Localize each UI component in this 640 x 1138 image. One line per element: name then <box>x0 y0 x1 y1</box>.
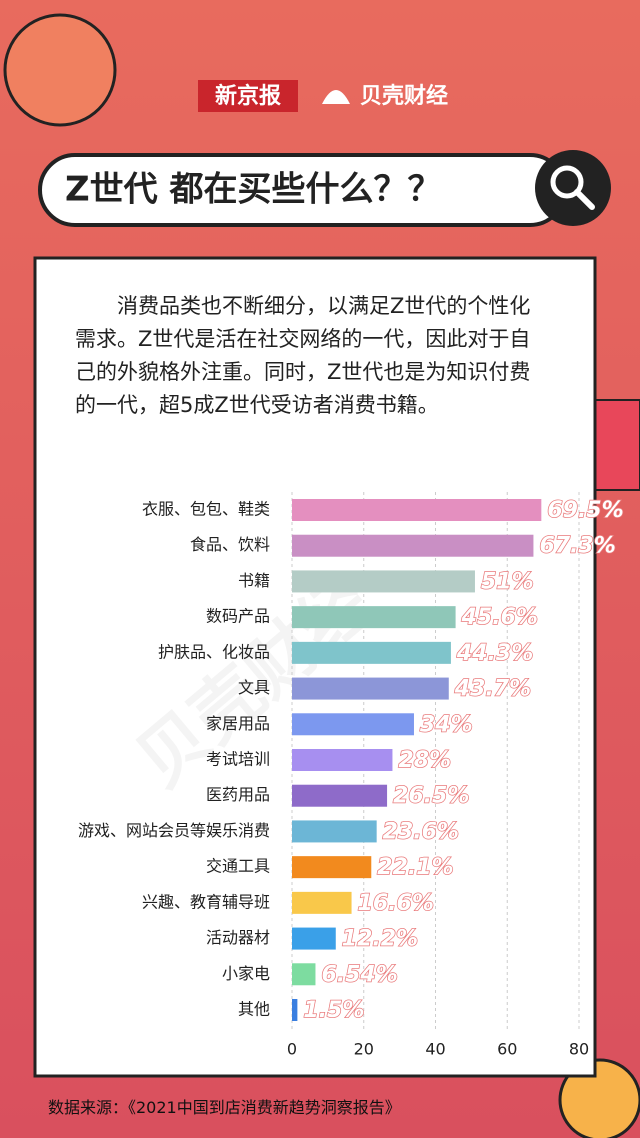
search-icon <box>550 165 584 199</box>
value-label: 16.6% <box>358 891 434 916</box>
x-tick-label: 40 <box>425 1040 445 1059</box>
search-icon <box>574 189 595 210</box>
bar <box>292 499 542 521</box>
x-tick-label: 60 <box>497 1040 517 1059</box>
bar <box>292 856 372 879</box>
y-tick-label: 护肤品、化妆品 <box>158 642 270 661</box>
value-label: 67.3% <box>539 534 615 559</box>
bar <box>292 963 316 986</box>
value-label: 45.6% <box>461 605 538 630</box>
source: 数据来源：《2021中国到店消费新趋势洞察报告》 <box>48 1098 401 1117</box>
y-tick-label: 交通工具 <box>206 857 270 876</box>
x-tick-label: 0 <box>287 1040 297 1059</box>
value-label: 69.5% <box>547 498 623 523</box>
brand: 贝壳财经 <box>360 83 448 109</box>
y-tick-label: 其他 <box>238 1000 270 1019</box>
value-label: 28% <box>398 748 451 773</box>
description: 消费品类也不断细分，以满足Z世代的个性化需求。Z世代是活在社交网络的一代，因此对… <box>75 294 531 417</box>
y-tick-label: 小家电 <box>222 964 270 983</box>
value-label: 22.1% <box>377 855 453 880</box>
logo-icon <box>322 90 350 104</box>
x-tick-label: 20 <box>354 1040 374 1059</box>
y-tick-label: 食品、饮料 <box>190 535 270 554</box>
bar <box>292 820 377 843</box>
value-label: 34% <box>420 712 473 737</box>
value-label: 6.54% <box>321 962 397 987</box>
bar <box>292 606 456 629</box>
bar <box>292 999 298 1021</box>
decoration <box>3 13 117 127</box>
logo-box <box>198 80 298 112</box>
y-tick-label: 活动器材 <box>206 928 270 947</box>
value-label: 43.7% <box>454 677 531 702</box>
value-label: 51% <box>481 569 534 594</box>
y-tick-label: 兴趣、教育辅导班 <box>142 892 270 911</box>
brand: 新京报 <box>215 83 281 109</box>
x-tick-label: 80 <box>569 1040 589 1059</box>
chart-title: Z世代 都在买些什么？？ <box>65 170 442 210</box>
bar <box>292 570 475 593</box>
bar <box>292 641 451 664</box>
value-label: 12.2% <box>342 927 418 952</box>
y-tick-label: 书籍 <box>238 571 270 590</box>
y-tick-label: 考试培训 <box>206 750 270 769</box>
bar <box>292 927 336 950</box>
bar <box>292 677 449 700</box>
bar <box>292 749 393 771</box>
decoration <box>558 1058 640 1138</box>
y-tick-label: 家居用品 <box>206 714 270 733</box>
value-label: 26.5% <box>393 784 469 809</box>
bar <box>292 534 534 557</box>
y-tick-label: 文具 <box>238 678 270 697</box>
bar <box>292 713 414 736</box>
y-tick-label: 数码产品 <box>206 607 270 626</box>
y-tick-label: 医药用品 <box>206 785 270 804</box>
bar <box>292 891 352 914</box>
search-icon <box>535 150 611 226</box>
value-label: 23.6% <box>383 819 459 844</box>
value-label: 1.5% <box>303 998 364 1023</box>
bar <box>292 784 388 807</box>
y-tick-label: 游戏、网站会员等娱乐消费 <box>78 821 270 840</box>
value-label: 44.3% <box>456 641 533 666</box>
y-tick-label: 衣服、包包、鞋类 <box>142 500 270 519</box>
